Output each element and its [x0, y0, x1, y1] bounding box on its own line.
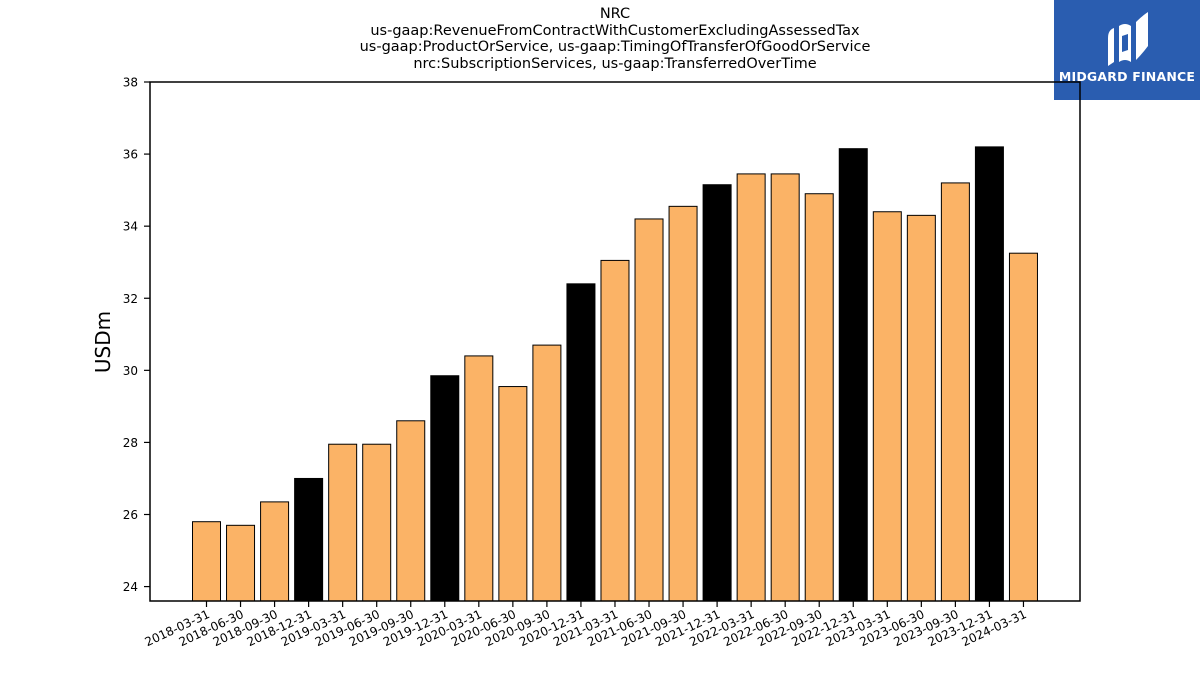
- bar-2019-09-30: [396, 420, 426, 602]
- bar-2023-09-30: [940, 182, 970, 602]
- midgard-finance-logo: MIDGARD FINANCE: [1054, 0, 1200, 100]
- bar-2020-12-31: [566, 283, 596, 602]
- bar-2023-06-30: [906, 214, 936, 602]
- bar-2022-12-31: [838, 148, 868, 602]
- y-axis: 24 26 28 30 32 34 36 38: [123, 76, 150, 594]
- y-tick-label-30: 30: [123, 364, 138, 378]
- logo-text: MIDGARD FINANCE: [1058, 69, 1196, 84]
- bar-2021-12-31: [702, 184, 732, 602]
- bar-2024-03-31: [1008, 252, 1038, 602]
- bar-2018-03-31: [192, 521, 221, 602]
- title-line-2: us-gaap:RevenueFromContractWithCustomerE…: [370, 22, 860, 39]
- y-tick-label-24: 24: [123, 580, 138, 594]
- y-tick-label-26: 26: [123, 508, 138, 522]
- bar-2023-12-31: [974, 146, 1004, 602]
- bar-2022-09-30: [804, 193, 834, 602]
- bar-2020-06-30: [498, 386, 528, 602]
- bar-2018-06-30: [226, 524, 256, 602]
- chart-title: NRC us-gaap:RevenueFromContractWithCusto…: [150, 6, 1080, 72]
- y-tick-label-32: 32: [123, 292, 138, 306]
- bar-2022-06-30: [770, 173, 800, 602]
- bar-2021-09-30: [668, 205, 698, 602]
- y-tick-label-28: 28: [123, 436, 138, 450]
- bar-2019-06-30: [362, 443, 392, 602]
- title-line-1: NRC: [599, 6, 631, 22]
- y-tick-label-34: 34: [123, 220, 138, 234]
- bar-2020-03-31: [464, 355, 494, 602]
- bar-2022-03-31: [736, 173, 766, 602]
- bar-2020-09-30: [532, 344, 562, 602]
- bar-2021-03-31: [600, 259, 630, 602]
- bar-2018-12-31: [294, 477, 324, 602]
- bars-group: [192, 146, 1038, 602]
- x-axis: 2018-03-312018-06-302018-09-302018-12-31…: [143, 601, 1029, 649]
- y-tick-label-38: 38: [123, 76, 138, 90]
- y-axis-label: USDm: [91, 311, 115, 373]
- bar-2023-03-31: [872, 211, 902, 602]
- plot-frame: [149, 81, 1081, 602]
- bar-2019-12-31: [430, 375, 460, 602]
- title-line-3: us-gaap:ProductOrService, us-gaap:Timing…: [359, 39, 871, 55]
- bar-2019-03-31: [328, 443, 358, 602]
- midgard-logo-icon: [1108, 12, 1148, 66]
- bar-2021-06-30: [634, 218, 664, 602]
- bar-2018-09-30: [260, 501, 290, 602]
- title-line-4: nrc:SubscriptionServices, us-gaap:Transf…: [413, 55, 817, 72]
- y-tick-label-36: 36: [123, 148, 138, 162]
